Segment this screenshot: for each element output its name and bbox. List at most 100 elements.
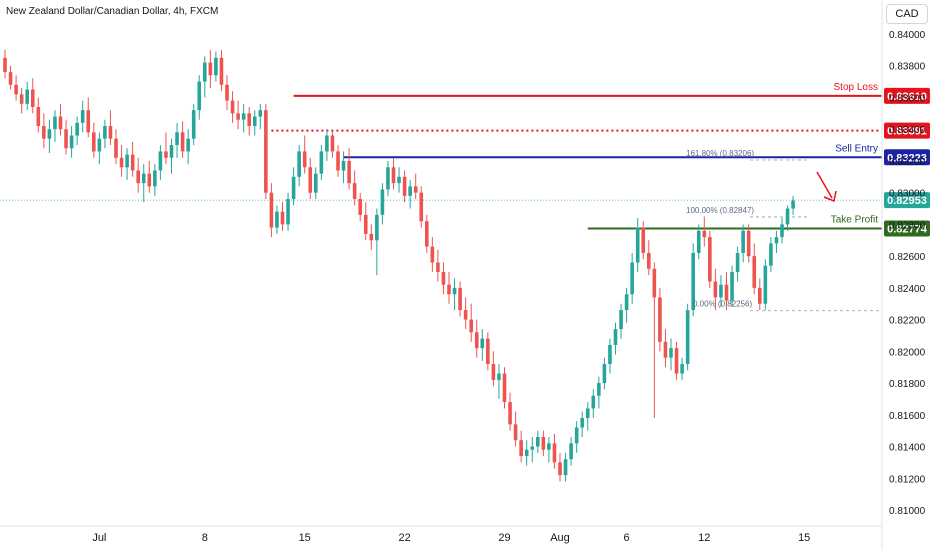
candle-body	[58, 116, 63, 130]
candle-body	[741, 230, 745, 253]
candle-body	[530, 446, 535, 450]
down-arrow-icon	[816, 171, 833, 199]
candle-body	[3, 57, 7, 73]
currency-button[interactable]: CAD	[886, 4, 928, 24]
candle-body	[8, 72, 13, 85]
level-label: Stop Loss	[834, 82, 878, 93]
candle-body	[203, 62, 207, 82]
candle-body	[252, 116, 257, 127]
candle-body	[585, 408, 590, 418]
labels-layer: 0.83610 Stop Loss 0.83391 0.83223 Sell Entry…	[686, 82, 930, 309]
candle-body	[735, 252, 740, 272]
candle-body	[308, 167, 313, 193]
candle-body	[474, 332, 479, 349]
candle-body	[552, 443, 557, 463]
candle-body	[92, 132, 96, 152]
candle-body	[702, 230, 707, 238]
candle-body	[164, 151, 168, 158]
y-tick-label: 0.84000	[889, 30, 926, 41]
x-tick-label: Aug	[550, 532, 570, 544]
candle-body	[602, 364, 607, 384]
candle-body	[680, 364, 684, 374]
level-tag-text: 0.83610	[887, 91, 927, 103]
candle-body	[186, 138, 190, 152]
fib-label: 100.00% (0.82847)	[686, 206, 754, 215]
candle-body	[147, 173, 152, 187]
fib-label: 161.80% (0.83206)	[686, 149, 754, 158]
y-tick-label: 0.81400	[889, 443, 926, 454]
candle-body	[791, 200, 795, 209]
candle-body	[391, 167, 396, 184]
candle-body	[36, 106, 41, 127]
x-tick-label: 22	[398, 532, 410, 544]
candle-body	[336, 151, 340, 171]
candle-body	[536, 437, 540, 447]
y-tick-label: 0.82800	[889, 220, 926, 231]
candle-body	[408, 186, 412, 196]
candle-body	[30, 89, 35, 107]
candle-body	[225, 84, 229, 101]
candle-body	[375, 214, 379, 241]
candle-body	[458, 287, 462, 311]
candle-body	[658, 297, 662, 342]
fib-label: 0.00% (0.82256)	[693, 300, 752, 309]
level-tag	[884, 87, 930, 104]
candle-body	[635, 227, 640, 263]
candle-body	[513, 424, 518, 441]
candle-body	[641, 227, 646, 253]
axis-layer: 0.84000 0.83800 0.83600 0.83400 0.83200 0.830…	[92, 30, 925, 544]
candle-body	[580, 417, 584, 428]
y-tick-label: 0.82400	[889, 284, 926, 295]
candle-body	[169, 145, 174, 158]
candle-body	[175, 132, 179, 146]
candle-body	[42, 126, 46, 139]
candle-body	[480, 338, 485, 349]
current-price-tag-text: 0.82953	[887, 195, 927, 207]
y-tick-label: 0.81800	[889, 379, 926, 390]
candle-body	[630, 262, 634, 295]
candle-body	[369, 233, 374, 241]
candle-body	[75, 122, 79, 136]
level-label: Sell Entry	[835, 143, 878, 154]
candle-body	[69, 135, 74, 149]
level-tag	[884, 149, 930, 166]
candle-body	[563, 459, 568, 476]
level-tag-text: 0.83391	[887, 126, 927, 138]
candle-body	[125, 154, 129, 168]
candle-body	[696, 230, 701, 253]
candle-body	[402, 176, 407, 196]
candle-body	[558, 462, 562, 476]
candle-body	[275, 211, 279, 228]
candle-body	[80, 110, 85, 123]
candle-body	[647, 252, 651, 269]
candle-body	[719, 284, 723, 298]
candle-body	[208, 62, 213, 76]
x-tick-label: 6	[624, 532, 630, 544]
level-tag	[884, 220, 930, 237]
level-tag	[884, 122, 930, 139]
y-tick-label: 0.81600	[889, 411, 926, 422]
candle-body	[597, 383, 601, 396]
candle-body	[25, 89, 29, 104]
candle-body	[130, 154, 135, 171]
x-tick-label: 12	[698, 532, 710, 544]
candle-body	[452, 287, 457, 295]
candle-body	[763, 265, 768, 304]
candle-body	[508, 402, 512, 425]
candle-body	[103, 126, 107, 139]
candle-body	[269, 192, 274, 228]
candle-body	[769, 243, 773, 266]
y-tick-label: 0.81000	[889, 506, 926, 517]
candle-body	[624, 294, 629, 311]
candle-body	[569, 443, 573, 460]
y-tick-label: 0.82600	[889, 252, 926, 263]
candle-body	[191, 110, 196, 139]
candle-body	[463, 310, 468, 320]
candle-body	[325, 135, 329, 152]
candle-body	[280, 211, 285, 225]
candle-body	[436, 262, 440, 272]
y-tick-label: 0.81200	[889, 474, 926, 485]
y-tick-label: 0.83200	[889, 157, 926, 168]
candle-body	[547, 443, 551, 450]
